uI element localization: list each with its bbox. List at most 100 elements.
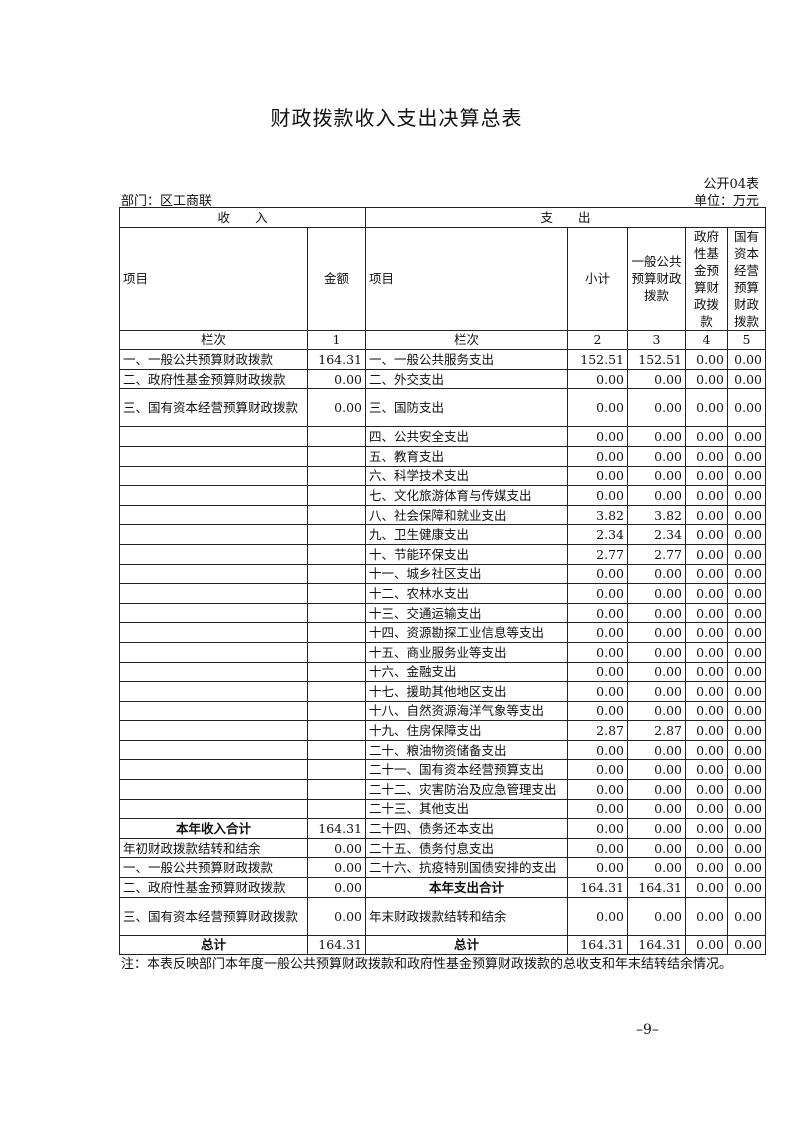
table-row: 二、政府性基金预算财政拨款 0.00 二、外交支出 0.00 0.00 0.00 0.00 <box>119 368 766 390</box>
income-item <box>119 739 308 761</box>
expense-item: 十八、自然资源海洋气象等支出 <box>365 700 568 722</box>
income-amount <box>307 798 366 820</box>
expense-value: 0.00 <box>727 445 766 467</box>
expense-value: 0.00 <box>627 661 686 683</box>
expense-value: 0.00 <box>627 368 686 390</box>
lanci-label: 栏次 <box>119 329 308 351</box>
income-amount <box>307 524 366 545</box>
expense-value: 0.00 <box>685 583 728 604</box>
expense-value: 0.00 <box>567 368 628 390</box>
expense-value: 0.00 <box>627 426 686 447</box>
table-row: 六、科学技术支出 0.00 0.00 0.00 0.00 <box>119 465 766 487</box>
expense-value: 0.00 <box>685 896 728 936</box>
income-amount <box>307 563 366 585</box>
expense-item: 八、社会保障和就业支出 <box>365 504 568 526</box>
expense-value: 2.87 <box>567 720 628 741</box>
expense-value: 0.00 <box>685 426 728 447</box>
table-row: 一、一般公共预算财政拨款 0.00 二十六、抗疫特别国债安排的支出 0.00 0.00 0… <box>119 857 766 879</box>
expense-value: 0.00 <box>727 368 766 390</box>
income-amount <box>307 641 366 663</box>
expense-value: 0.00 <box>727 798 766 820</box>
income-item: 总计 <box>119 934 308 956</box>
col-index: 4 <box>685 329 728 351</box>
expense-item: 七、文化旅游体育与传媒支出 <box>365 485 568 506</box>
table-row: 十、节能环保支出 2.77 2.77 0.00 0.00 <box>119 543 766 565</box>
expense-value: 0.00 <box>567 388 628 428</box>
income-item <box>119 720 308 741</box>
income-amount: 164.31 <box>307 818 366 839</box>
expense-value: 0.00 <box>685 641 728 663</box>
expense-value: 164.31 <box>627 877 686 898</box>
income-amount <box>307 583 366 604</box>
expense-value: 0.00 <box>727 720 766 741</box>
expense-value: 0.00 <box>567 465 628 487</box>
expense-value: 0.00 <box>685 465 728 487</box>
income-amount: 0.00 <box>307 368 366 390</box>
form-number: 公开04表 <box>703 177 759 192</box>
expense-value: 0.00 <box>627 388 686 428</box>
income-amount <box>307 739 366 761</box>
expense-value: 0.00 <box>727 896 766 936</box>
expense-value: 0.00 <box>567 798 628 820</box>
expense-item: 三、国防支出 <box>365 388 568 428</box>
income-item: 二、政府性基金预算财政拨款 <box>119 368 308 390</box>
expense-value: 0.00 <box>685 681 728 702</box>
expense-value: 0.00 <box>627 739 686 761</box>
expense-value: 0.00 <box>567 583 628 604</box>
expense-value: 0.00 <box>685 543 728 565</box>
expense-value: 2.77 <box>567 543 628 565</box>
expense-item: 十九、住房保障支出 <box>365 720 568 741</box>
expense-value: 0.00 <box>727 877 766 898</box>
expense-value: 0.00 <box>727 563 766 585</box>
expense-value: 2.34 <box>627 524 686 545</box>
expense-value: 0.00 <box>727 739 766 761</box>
expense-value: 0.00 <box>727 465 766 487</box>
table-row: 年初财政拨款结转和结余 0.00 二十五、债务付息支出 0.00 0.00 0.00 0.0… <box>119 837 766 859</box>
expense-value: 2.77 <box>627 543 686 565</box>
expense-value: 0.00 <box>685 818 728 839</box>
expense-value: 2.87 <box>627 720 686 741</box>
income-amount <box>307 543 366 565</box>
expense-item: 十二、农林水支出 <box>365 583 568 604</box>
expense-value: 0.00 <box>727 504 766 526</box>
income-header: 收 入 <box>119 207 366 228</box>
expense-item: 年末财政拨款结转和结余 <box>365 896 568 936</box>
income-amount <box>307 602 366 624</box>
col-index: 5 <box>727 329 766 351</box>
income-item: 二、政府性基金预算财政拨款 <box>119 877 308 898</box>
table-row: 九、卫生健康支出 2.34 2.34 0.00 0.00 <box>119 524 766 545</box>
col-index: 3 <box>627 329 686 351</box>
expense-value: 0.00 <box>727 426 766 447</box>
expense-item: 本年支出合计 <box>365 877 568 898</box>
expense-value: 0.00 <box>567 857 628 879</box>
expense-item: 二十、粮油物资储备支出 <box>365 739 568 761</box>
income-amount <box>307 426 366 447</box>
expense-value: 0.00 <box>685 524 728 545</box>
expense-value: 0.00 <box>685 877 728 898</box>
footnote: 注：本表反映部门本年度一般公共预算财政拨款和政府性基金预算财政拨款的总收支和年末… <box>121 957 733 972</box>
table-row: 十九、住房保障支出 2.87 2.87 0.00 0.00 <box>119 720 766 741</box>
expense-value: 0.00 <box>727 524 766 545</box>
expense-value: 0.00 <box>685 837 728 859</box>
expense-value: 0.00 <box>727 543 766 565</box>
income-item <box>119 779 308 800</box>
expense-value: 0.00 <box>685 759 728 781</box>
table-row: 十一、城乡社区支出 0.00 0.00 0.00 0.00 <box>119 563 766 585</box>
table-row: 二十一、国有资本经营预算支出 0.00 0.00 0.00 0.00 <box>119 759 766 781</box>
expense-value: 0.00 <box>567 837 628 859</box>
expense-value: 0.00 <box>627 779 686 800</box>
income-amount: 0.00 <box>307 896 366 936</box>
income-item <box>119 759 308 781</box>
expense-value: 0.00 <box>727 661 766 683</box>
expense-item: 九、卫生健康支出 <box>365 524 568 545</box>
expense-value: 0.00 <box>627 445 686 467</box>
expense-value: 0.00 <box>727 779 766 800</box>
col-amount: 金额 <box>307 226 366 331</box>
expense-value: 0.00 <box>627 563 686 585</box>
expense-value: 0.00 <box>727 700 766 722</box>
expense-value: 0.00 <box>627 759 686 781</box>
income-amount <box>307 720 366 741</box>
income-item <box>119 798 308 820</box>
expense-value: 0.00 <box>685 445 728 467</box>
income-item <box>119 641 308 663</box>
